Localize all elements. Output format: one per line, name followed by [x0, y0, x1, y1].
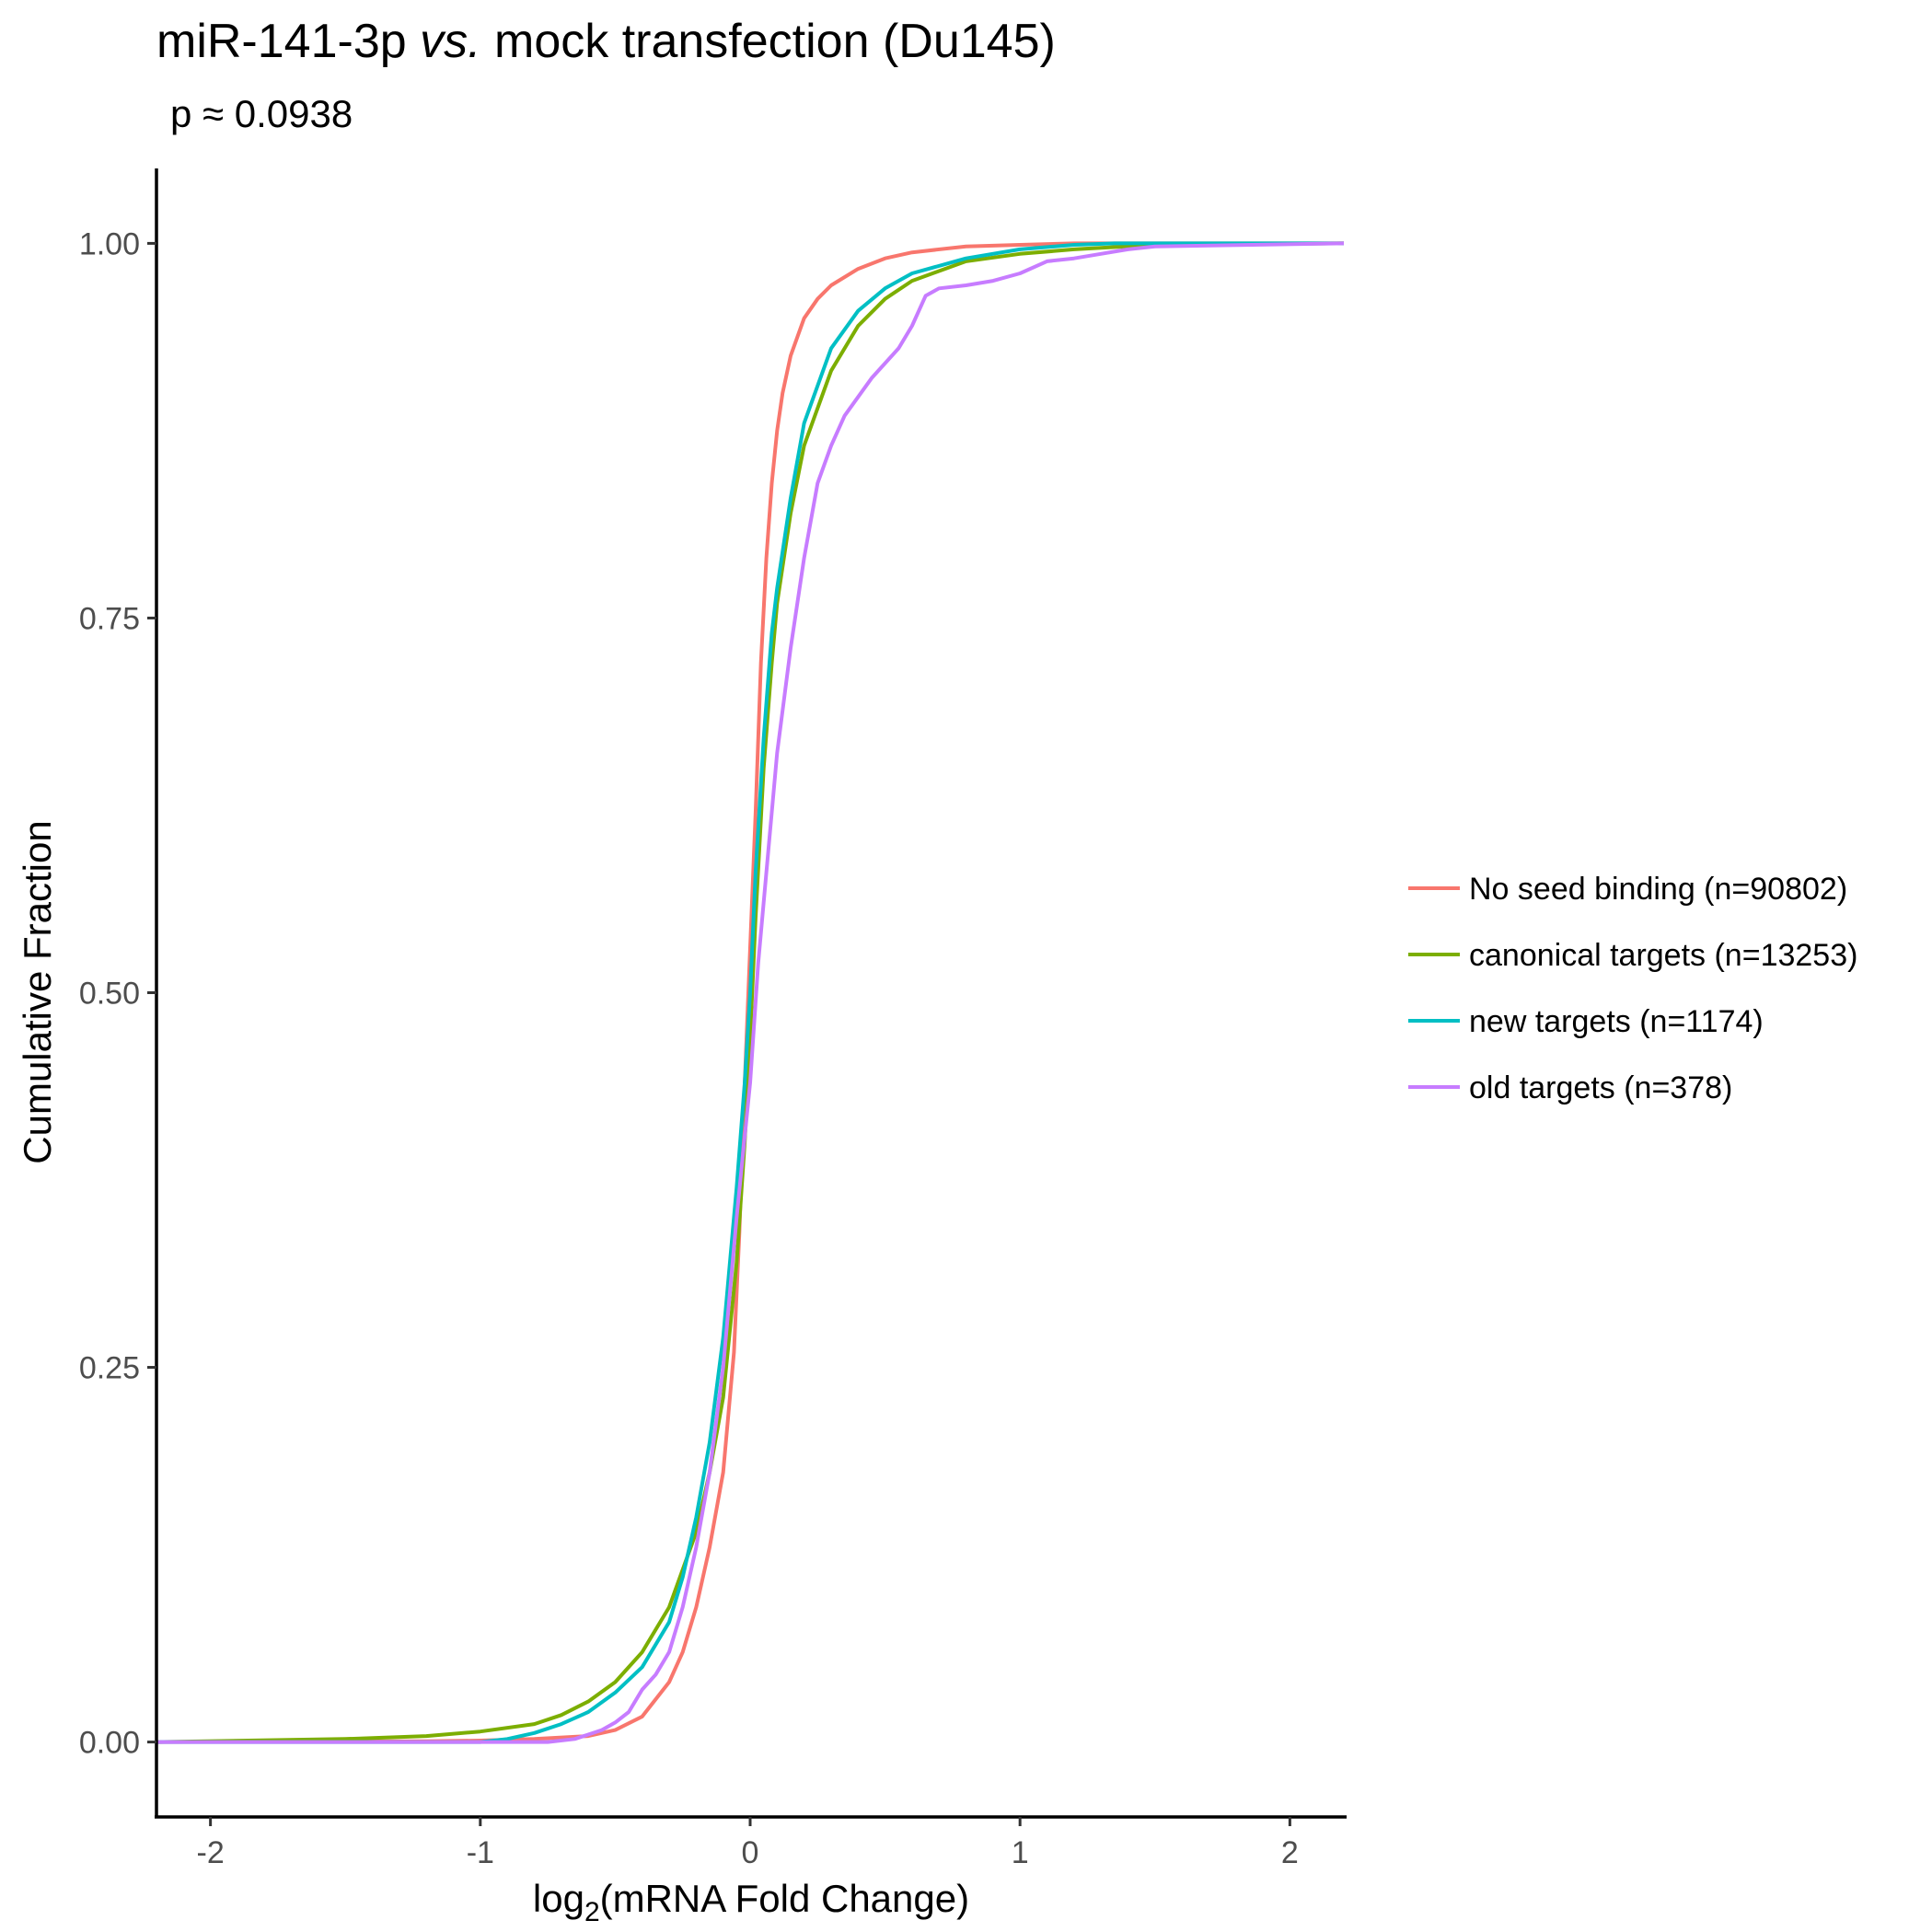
y-tick-label: 1.00 — [79, 226, 140, 261]
y-axis-title: Cumulative Fraction — [16, 820, 59, 1163]
y-tick-label: 0.25 — [79, 1351, 140, 1386]
x-tick-label: -2 — [197, 1835, 225, 1870]
chart-title-italic: vs. — [420, 15, 480, 68]
x-tick-label: 2 — [1281, 1835, 1299, 1870]
x-axis-ticks: -2 -1 0 1 2 — [197, 1817, 1299, 1870]
chart-title: miR-141-3p vs. mock transfection (Du145) — [156, 15, 1056, 68]
series-line-4 — [156, 241, 1345, 1744]
plot-area: 0.00 0.25 0.50 0.75 1.00 -2 -1 0 1 2 — [79, 168, 1347, 1870]
chart-title-suffix: mock transfection (Du145) — [481, 15, 1056, 68]
x-tick-label: 1 — [1012, 1835, 1029, 1870]
chart-subtitle: p ≈ 0.0938 — [170, 92, 353, 135]
y-axis-ticks: 0.00 0.25 0.50 0.75 1.00 — [79, 226, 156, 1761]
x-tick-label: 0 — [742, 1835, 759, 1870]
y-tick-label: 0.00 — [79, 1726, 140, 1761]
x-axis-title-subscript: 2 — [584, 1897, 600, 1927]
y-tick-label: 0.50 — [79, 977, 140, 1012]
series-line-2 — [156, 241, 1345, 1744]
x-tick-label: -1 — [467, 1835, 494, 1870]
legend-label: old targets (n=378) — [1469, 1070, 1732, 1105]
series-line-1 — [156, 241, 1344, 1744]
legend-label: canonical targets (n=13253) — [1469, 938, 1857, 973]
x-axis-title: log2(mRNA Fold Change) — [533, 1877, 969, 1927]
y-tick-label: 0.75 — [79, 601, 140, 636]
series-layer — [156, 241, 1345, 1744]
legend-label: new targets (n=1174) — [1469, 1004, 1764, 1039]
legend: No seed binding (n=90802) canonical targe… — [1408, 872, 1857, 1105]
x-axis-title-suffix: (mRNA Fold Change) — [600, 1877, 969, 1920]
legend-label: No seed binding (n=90802) — [1469, 872, 1847, 907]
series-line-3 — [156, 241, 1344, 1744]
x-axis-title-prefix: log — [533, 1877, 584, 1920]
chart-title-prefix: miR-141-3p — [156, 15, 420, 68]
